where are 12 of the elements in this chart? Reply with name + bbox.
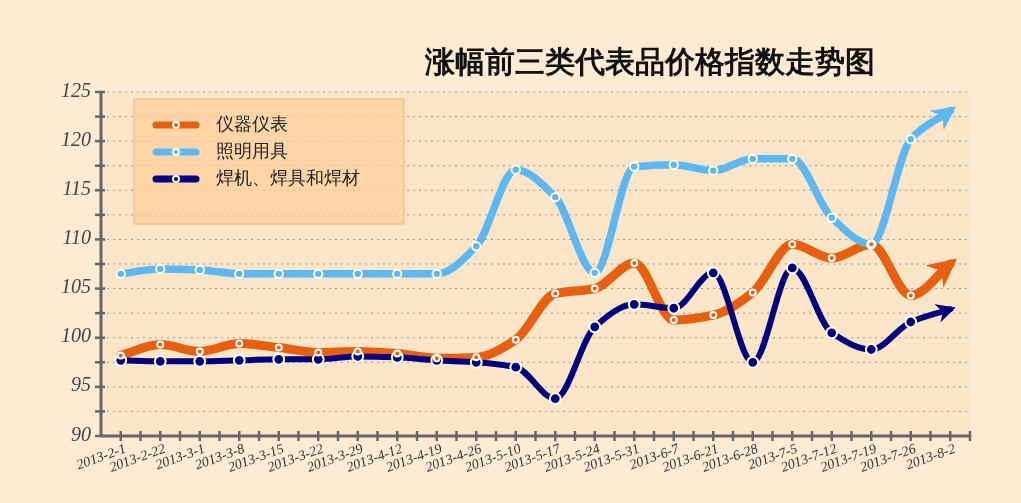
legend-label: 焊机、焊具和焊材: [216, 167, 360, 188]
legend-label: 仪器仪表: [216, 113, 288, 134]
y-tick-label: 105: [61, 275, 91, 298]
y-tick-label: 120: [61, 127, 91, 150]
chart-title: 涨幅前三类代表品价格指数走势图: [424, 44, 875, 79]
legend-label: 照明用具: [216, 140, 288, 161]
y-tick-label: 115: [62, 176, 91, 199]
y-tick-label: 125: [61, 78, 91, 101]
y-tick-label: 95: [71, 373, 91, 396]
y-tick-label: 90: [71, 422, 91, 445]
y-tick-label: 110: [62, 226, 91, 249]
y-tick-label: 100: [61, 324, 91, 347]
